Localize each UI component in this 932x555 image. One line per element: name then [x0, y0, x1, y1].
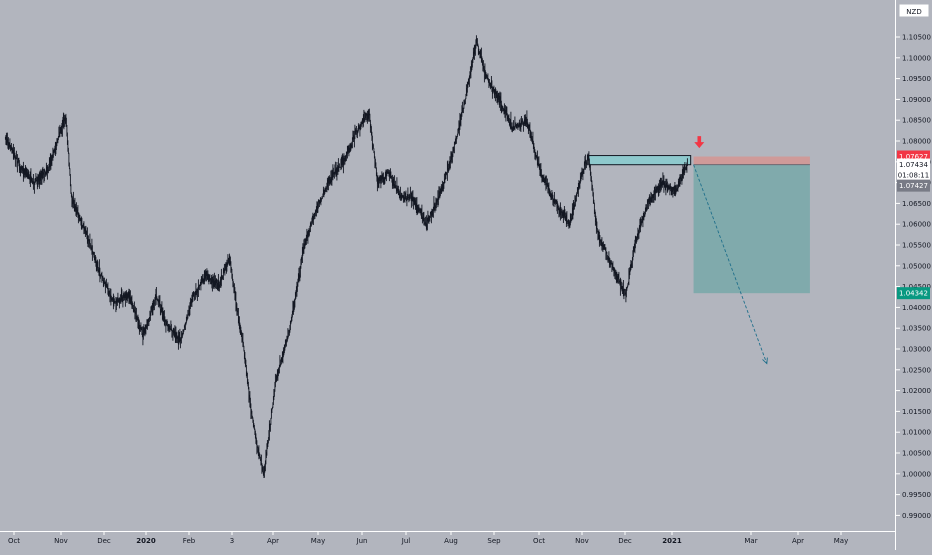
y-tick-label: 1.00000: [902, 470, 931, 478]
y-tick-label: 1.01000: [902, 429, 931, 437]
y-tick-label: 1.03000: [902, 346, 931, 354]
currency-badge-label: NZD: [906, 8, 921, 16]
x-tick-label: 2021: [662, 537, 682, 545]
y-tick-label: 1.10500: [902, 34, 931, 42]
price-series-line: [4, 35, 688, 478]
x-tick-label: Apr: [267, 537, 279, 545]
price-label-box: [897, 169, 930, 182]
x-tick-label: Oct: [533, 537, 545, 545]
y-tick-label: 1.09000: [902, 96, 931, 104]
y-tick-label: 1.02500: [902, 366, 931, 374]
price-label-box: [897, 179, 930, 192]
x-tick-label: Jun: [356, 537, 368, 545]
y-tick-label: 1.00500: [902, 450, 931, 458]
x-tick-label: Dec: [97, 537, 111, 545]
x-tick-label: Aug: [444, 537, 458, 545]
supply-zone[interactable]: [588, 155, 692, 166]
y-tick-label: 1.05500: [902, 242, 931, 250]
y-tick-label: 1.02000: [902, 387, 931, 395]
x-tick-label: Feb: [183, 537, 196, 545]
down-arrow-icon[interactable]: [694, 136, 705, 149]
y-tick-label: 1.01500: [902, 408, 931, 416]
x-tick-label: Nov: [575, 537, 589, 545]
x-tick-label: May: [834, 537, 848, 545]
stop-zone[interactable]: [693, 156, 810, 165]
y-tick-label: 1.04500: [902, 283, 931, 291]
price-label-text: 1.07427: [899, 182, 928, 190]
x-tick-label: Mar: [744, 537, 757, 545]
currency-badge[interactable]: [898, 3, 930, 18]
y-tick-label: 1.08000: [902, 138, 931, 146]
y-tick-label: 1.10000: [902, 54, 931, 62]
y-tick-label: 0.99500: [902, 491, 931, 499]
x-tick-label: Nov: [54, 537, 68, 545]
y-tick-label: 1.06000: [902, 221, 931, 229]
x-tick-label: Jul: [401, 537, 411, 545]
x-tick-label: 3: [230, 537, 234, 545]
price-label-text: 1.07627: [899, 153, 928, 161]
x-tick-label: Dec: [618, 537, 632, 545]
projection-arrow-head: [762, 357, 768, 365]
y-tick-label: 1.03500: [902, 325, 931, 333]
price-label-text: 1.04342: [899, 290, 928, 298]
price-label-box: [897, 158, 930, 171]
x-tick-label: Apr: [792, 537, 804, 545]
y-tick-label: 1.05000: [902, 262, 931, 270]
projection-arrow-line[interactable]: [693, 164, 768, 364]
x-tick-label: 2020: [136, 537, 156, 545]
x-tick-label: Sep: [487, 537, 501, 545]
price-label-box: [897, 287, 930, 300]
y-tick-label: 1.04000: [902, 304, 931, 312]
x-tick-label: Oct: [8, 537, 20, 545]
y-tick-label: 1.08500: [902, 117, 931, 125]
y-tick-label: 1.09500: [902, 75, 931, 83]
target-zone[interactable]: [693, 164, 810, 294]
price-label-text: 01:08:11: [898, 172, 929, 180]
x-tick-label: May: [311, 537, 325, 545]
y-tick-label: 1.06500: [902, 200, 931, 208]
price-label-text: 1.07434: [899, 161, 928, 169]
y-tick-label: 0.99000: [902, 512, 931, 520]
